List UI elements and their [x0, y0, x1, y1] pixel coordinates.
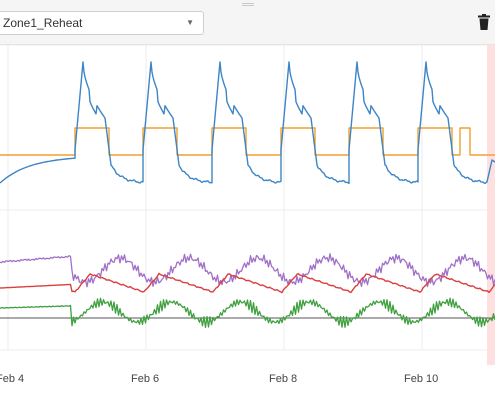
highlight-band — [487, 45, 495, 365]
toolbar: Zone1_Reheat ▼ — [0, 0, 495, 45]
series-line-orange — [0, 127, 495, 156]
x-tick-label: Feb 6 — [131, 373, 159, 385]
x-tick-label: Feb 4 — [0, 373, 24, 385]
x-tick-label: Feb 8 — [269, 373, 297, 385]
series-line-green — [0, 297, 495, 329]
drag-handle[interactable] — [242, 3, 254, 7]
timeseries-chart: Feb 4 Feb 6 Feb 8 Feb 10 — [0, 45, 495, 385]
trash-icon[interactable] — [478, 14, 490, 30]
point-selector-value: Zone1_Reheat — [3, 16, 83, 30]
point-selector[interactable]: Zone1_Reheat ▼ — [0, 11, 204, 35]
series-line-purple — [0, 253, 495, 288]
x-axis: Feb 4 Feb 6 Feb 8 Feb 10 — [0, 373, 438, 385]
x-tick-label: Feb 10 — [404, 373, 438, 385]
gridlines — [0, 45, 495, 351]
chevron-down-icon: ▼ — [186, 18, 194, 27]
series-line-blue — [0, 61, 495, 185]
series-line-red — [0, 272, 495, 294]
